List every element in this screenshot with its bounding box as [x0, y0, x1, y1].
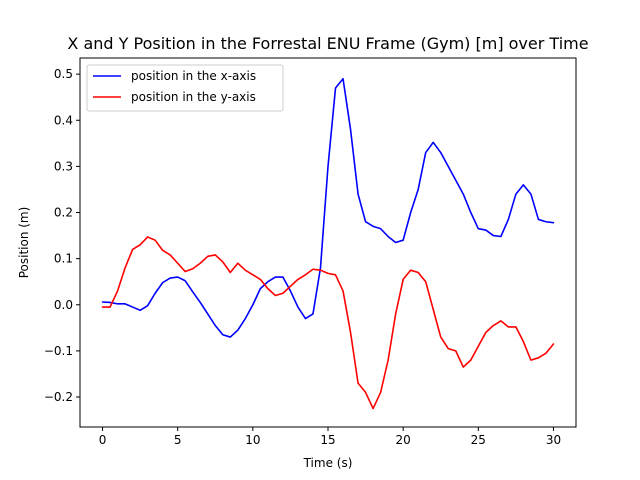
- x-tick-label: 20: [396, 433, 411, 447]
- legend-label: position in the y-axis: [131, 90, 256, 104]
- x-tick-label: 0: [99, 433, 107, 447]
- x-axis: 0 5 10 15 20 25 30: [99, 427, 561, 447]
- plot-area: [80, 58, 576, 427]
- series-layer: [101, 77, 555, 410]
- legend-label: position in the x-axis: [131, 69, 256, 83]
- x-tick-label: 30: [546, 433, 561, 447]
- x-axis-label: Time (s): [303, 456, 353, 470]
- plot-frame: [79, 57, 577, 428]
- y-tick-label: 0.3: [54, 159, 73, 173]
- y-tick-label: 0.1: [54, 252, 73, 266]
- x-tick-label: 5: [174, 433, 182, 447]
- y-axis-label: Position (m): [17, 207, 31, 279]
- y-axis: −0.2 −0.1 0.0 0.1 0.2 0.3 0.4 0.5: [44, 67, 80, 404]
- y-tick-label: −0.2: [44, 390, 73, 404]
- y-tick-label: 0.4: [54, 113, 73, 127]
- y-tick-label: 0.0: [54, 298, 73, 312]
- legend: position in the x-axis position in the y-…: [86, 64, 284, 112]
- y-tick-label: 0.2: [54, 206, 73, 220]
- x-tick-label: 25: [471, 433, 486, 447]
- y-tick-label: −0.1: [44, 344, 73, 358]
- x-tick-label: 10: [245, 433, 260, 447]
- x-tick-label: 15: [320, 433, 335, 447]
- chart-title: X and Y Position in the Forrestal ENU Fr…: [67, 34, 588, 53]
- legend-box: [86, 64, 284, 112]
- series-line-y-axis-position: [101, 236, 555, 410]
- series-line-x-axis-position: [101, 77, 555, 338]
- y-tick-label: 0.5: [54, 67, 73, 81]
